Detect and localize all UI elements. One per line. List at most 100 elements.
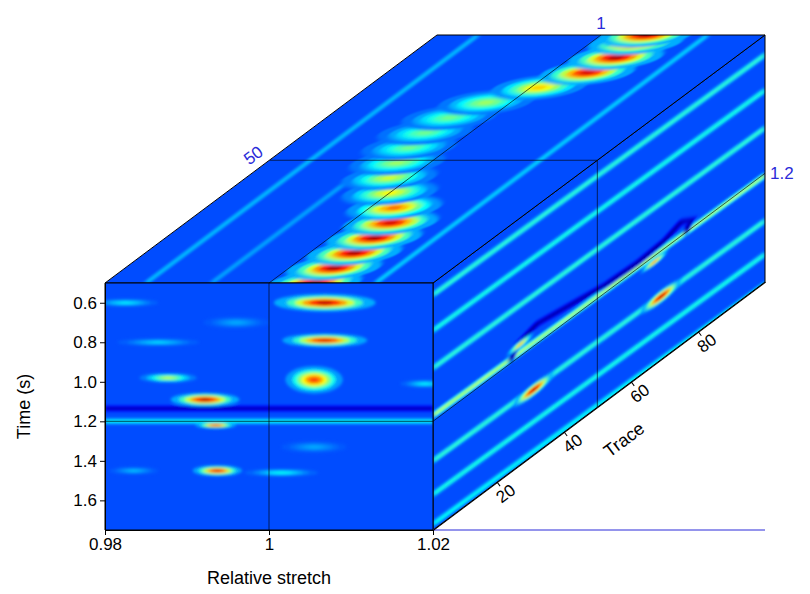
peak: [214, 470, 222, 472]
tick-mark: [100, 382, 105, 383]
face-frame: [105, 283, 433, 530]
tick: 20: [490, 476, 520, 507]
peak: [652, 287, 670, 306]
peak: [641, 248, 668, 276]
axis-title: Trace: [600, 418, 648, 461]
peak: [120, 302, 130, 303]
ridge: [433, 246, 765, 502]
slice-line: [269, 283, 270, 530]
peak: [476, 101, 495, 105]
tick: 1.4: [73, 452, 105, 471]
peak: [641, 274, 681, 318]
tick-label: 60: [627, 380, 654, 407]
peak: [440, 116, 459, 120]
peak: [410, 381, 433, 386]
peak: [109, 467, 158, 475]
peak: [210, 469, 225, 472]
peak: [610, 35, 683, 42]
x-axis: 0.9811.02: [89, 530, 450, 554]
peak: [140, 341, 176, 344]
peak: [260, 470, 303, 475]
peak: [514, 338, 526, 350]
peak: [217, 319, 256, 326]
peak: [185, 396, 226, 404]
peak: [658, 293, 664, 300]
peak: [139, 373, 196, 383]
tick: 1.2: [73, 412, 105, 431]
face-background: [105, 283, 433, 530]
peak: [204, 423, 228, 427]
slice-line: [597, 160, 598, 407]
tick-label: 1.6: [73, 491, 97, 510]
slice-label: 1: [596, 14, 605, 33]
peak: [510, 334, 530, 355]
peak: [578, 71, 597, 75]
peak: [213, 425, 219, 426]
peak: [123, 469, 145, 472]
peak: [380, 176, 399, 180]
peak: [520, 84, 558, 92]
peak: [274, 294, 376, 312]
slice-line: [105, 421, 433, 422]
ridge: [433, 213, 765, 469]
peak: [304, 445, 324, 449]
peak: [345, 251, 364, 255]
tick-label: 1.0: [73, 373, 97, 392]
peak: [417, 383, 432, 385]
peak: [399, 146, 418, 150]
peak: [226, 321, 246, 325]
face-frame: [105, 35, 765, 283]
tick: 80: [691, 326, 721, 357]
peak: [318, 339, 331, 341]
peak: [627, 35, 665, 39]
y-axis: 0.60.81.01.21.41.6: [73, 284, 105, 531]
trace-axis: 20 40 60 80 Trace: [433, 282, 796, 572]
peak: [300, 444, 329, 449]
face-front: [93, 283, 450, 530]
tick-label: 20: [493, 481, 520, 508]
peak: [301, 374, 326, 386]
chart: 0.60.81.01.21.41.60.9811.0220406080Trace…: [0, 0, 810, 594]
tick-mark: [100, 500, 105, 501]
peak: [127, 339, 189, 345]
peak: [513, 368, 553, 412]
peak: [309, 446, 319, 448]
plot-area: [105, 35, 765, 283]
peak: [530, 386, 536, 393]
peak: [105, 300, 150, 306]
peak: [467, 99, 505, 107]
peak: [584, 35, 708, 48]
peak: [518, 342, 522, 346]
tick: 40: [557, 426, 587, 457]
peak: [522, 377, 546, 403]
peak: [200, 399, 211, 401]
peak: [385, 206, 404, 210]
peak: [527, 383, 539, 396]
axis-title: Time (s): [14, 374, 34, 439]
peak: [285, 366, 342, 394]
peak: [119, 468, 148, 473]
peak: [195, 422, 236, 429]
tick-mark: [100, 342, 105, 343]
peak: [512, 336, 528, 352]
peak: [306, 337, 344, 343]
peak: [200, 423, 231, 428]
axis-line: [105, 284, 106, 531]
peak: [650, 258, 658, 267]
peak: [300, 336, 350, 344]
peak: [310, 378, 319, 382]
peak: [375, 204, 413, 212]
peak: [179, 394, 231, 404]
peak: [276, 472, 287, 473]
peak: [415, 131, 434, 135]
peak: [649, 284, 673, 310]
tick: 0.98: [89, 530, 122, 554]
peak: [312, 338, 338, 342]
peak: [365, 236, 384, 240]
peak: [286, 296, 363, 309]
tick: 60: [624, 376, 654, 407]
peak: [130, 470, 138, 471]
peak: [146, 341, 171, 343]
peak: [211, 318, 260, 327]
tick-label: 1.2: [73, 412, 97, 431]
